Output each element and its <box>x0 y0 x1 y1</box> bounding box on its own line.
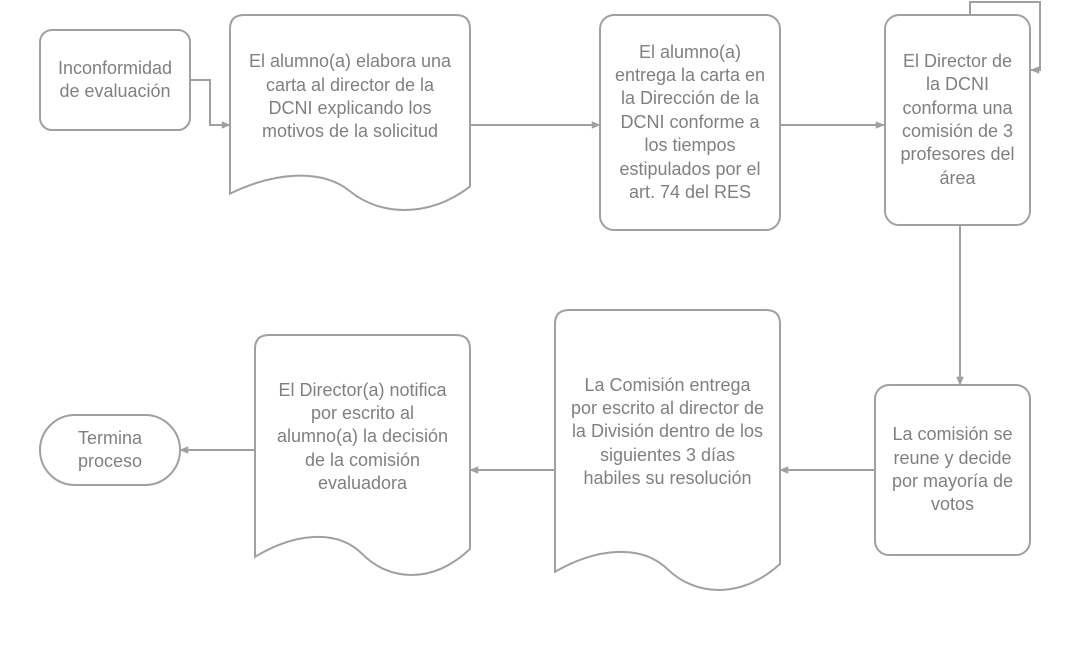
node-label-n1: Inconformidad de evaluación <box>46 36 184 124</box>
node-label-n5: La comisión se reune y decide por mayorí… <box>881 391 1024 549</box>
node-label-n2: El alumno(a) elabora una carta al direct… <box>236 21 464 173</box>
edge-0 <box>190 80 230 125</box>
node-label-n8: Termina proceso <box>46 421 174 479</box>
node-label-n3: El alumno(a) entrega la carta en la Dire… <box>606 21 774 224</box>
node-label-n4: El Director de la DCNI conforma una comi… <box>891 21 1024 219</box>
node-label-n7: El Director(a) notifica por escrito al a… <box>261 341 464 533</box>
node-label-n6: La Comisión entrega por escrito al direc… <box>561 316 774 548</box>
flowchart-canvas: Inconformidad de evaluación El alumno(a) … <box>0 0 1066 650</box>
